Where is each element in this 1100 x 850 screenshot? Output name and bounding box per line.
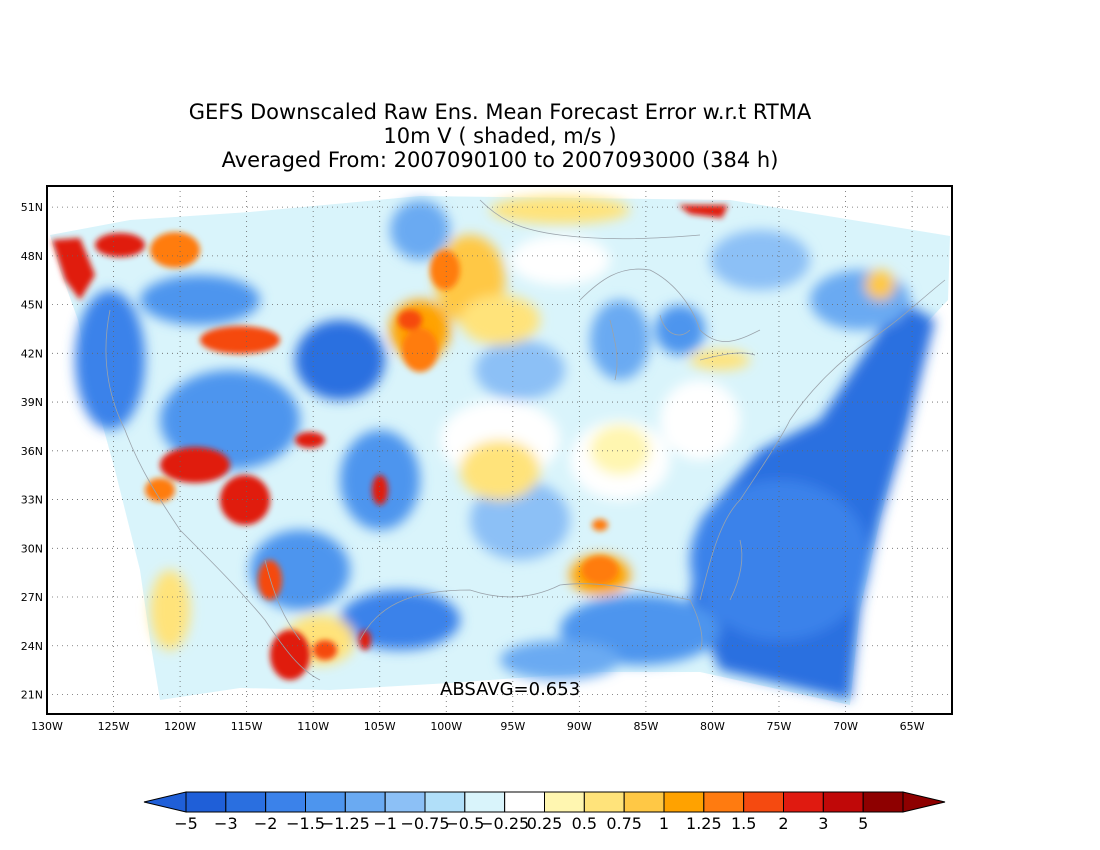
colorbar-swatch [783,791,824,813]
colorbar-swatch [305,791,346,813]
coastlines [105,199,946,681]
colorbar-tick-label: 0.25 [527,814,563,833]
colorbar-swatch [822,791,864,813]
latitude-label: 51N [21,201,43,214]
map-title: GEFS Downscaled Raw Ens. Mean Forecast E… [0,100,1000,172]
colorbar-swatch [344,791,386,813]
latitude-label: 21N [21,689,43,702]
colorbar-tick-label: 1 [659,814,669,833]
colorbar-swatch [703,791,745,813]
colorbar-tick-label: 0.75 [606,814,642,833]
longitude-label: 70W [833,720,858,733]
latitude-label: 36N [21,445,43,458]
latitude-label: 48N [21,250,43,263]
longitude-label: 100W [430,720,462,733]
title-line-3: Averaged From: 2007090100 to 2007093000 … [221,148,779,172]
colorbar-swatch [384,791,426,813]
colorbar-swatch [862,791,904,813]
colorbar-tick-label: −0.25 [480,814,529,833]
colorbar-swatch [663,791,705,813]
title-line-2: 10m V ( shaded, m/s ) [383,124,617,148]
longitude-label: 105W [364,720,396,733]
colorbar: −5 −3 −2 −1.5−1.25 −1 −0.75−0.5−0.250.25 0.5 0.… [143,791,946,833]
absavg-annotation: ABSAVG=0.653 [440,679,580,700]
colorbar-swatch [424,791,466,813]
longitude-label: 110W [297,720,329,733]
colorbar-tick-label: 1.5 [731,814,756,833]
colorbar-swatch [185,791,227,813]
colorbar-tick-label: −1.25 [321,814,370,833]
colorbar-tick-label: −2 [254,814,278,833]
colorbar-tick-label: −0.75 [400,814,449,833]
smooth-blobs [75,196,935,700]
longitude-label: 95W [500,720,525,733]
colorbar-swatch [464,791,506,813]
longitude-label: 125W [98,720,130,733]
latitude-label: 42N [21,347,43,360]
longitude-label: 75W [767,720,792,733]
colorbar-swatch [504,791,545,813]
colorbar-tick-label: 5 [858,814,868,833]
longitude-label: 130W [31,720,63,733]
colorbar-swatch [743,791,785,813]
latitude-label: 30N [21,542,43,555]
longitude-label: 85W [633,720,658,733]
colorbar-swatch [623,791,665,813]
colorbar-extend-low [143,791,187,813]
colorbar-swatch [583,791,625,813]
colorbar-tick-label: 1.25 [686,814,722,833]
latitude-label: 39N [21,396,43,409]
colorbar-swatch [544,791,585,813]
colorbar-tick-label: 0.5 [572,814,597,833]
sharp-blobs [52,205,728,680]
colorbar-tick-label: −1.5 [286,814,325,833]
shaded-field: ABSAVG=0.653 [47,186,952,714]
longitude-label: 90W [567,720,592,733]
graticule [47,186,952,714]
colorbar-tick-label: −3 [214,814,238,833]
latitude-label: 24N [21,640,43,653]
longitude-labels: 130W 125W 120W 115W 110W 105W 100W 95W 90W 85W 80W… [31,720,925,733]
longitude-label: 120W [164,720,196,733]
longitude-label: 65W [900,720,925,733]
colorbar-tick-label: −1 [373,814,397,833]
title-line-1: GEFS Downscaled Raw Ens. Mean Forecast E… [188,100,812,124]
colorbar-tick-label: 3 [818,814,828,833]
colorbar-swatch [225,791,267,813]
colorbar-swatch [265,791,306,813]
latitude-label: 45N [21,299,43,312]
latitude-label: 33N [21,494,43,507]
colorbar-extend-high [902,791,946,813]
latitude-labels: 51N 48N 45N 42N 39N 36N 33N 30N 27N 24N 21N [21,201,43,701]
longitude-label: 80W [700,720,725,733]
longitude-label: 115W [231,720,263,733]
colorbar-tick-label: −5 [174,814,198,833]
colorbar-tick-label: 2 [778,814,788,833]
latitude-label: 27N [21,591,43,604]
map-frame [46,185,953,715]
colorbar-tick-label: −0.5 [445,814,484,833]
